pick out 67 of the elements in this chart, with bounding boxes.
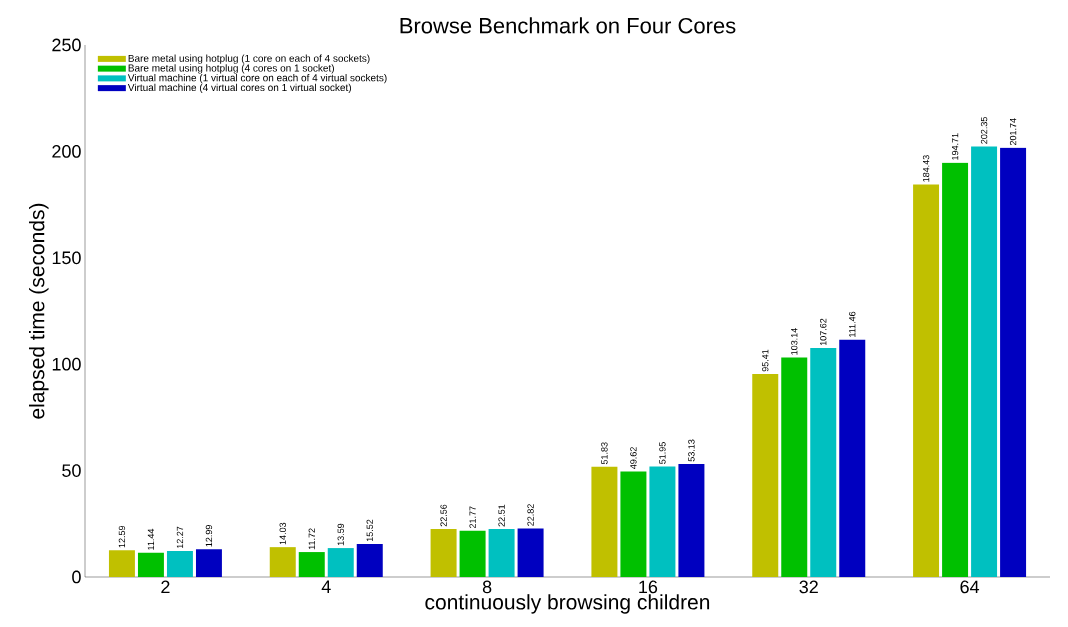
x-tick-label: 8 [482, 580, 492, 594]
legend-label: Virtual machine (4 virtual cores on 1 virtual socket) [127, 83, 351, 94]
x-tick-label: 16 [639, 580, 658, 594]
data-label: 12.59 [118, 525, 126, 548]
y-tick-label: 200 [52, 145, 81, 158]
bar [620, 471, 647, 577]
y-tick-label: 250 [52, 38, 81, 52]
data-label: 22.56 [440, 504, 447, 527]
data-label: 53.13 [688, 439, 695, 462]
bar [108, 550, 135, 577]
bar [839, 339, 866, 577]
data-label: 201.74 [1009, 118, 1017, 146]
bar [913, 184, 940, 577]
bar [942, 162, 969, 577]
y-tick-label: 100 [52, 357, 81, 371]
bar [649, 466, 676, 577]
bar [1000, 147, 1027, 577]
data-label: 107.62 [820, 318, 827, 346]
data-label: 51.83 [601, 442, 608, 465]
data-label: 12.27 [176, 526, 184, 548]
data-label: 103.14 [791, 328, 798, 355]
x-tick-label: 32 [799, 580, 818, 594]
data-label: 22.51 [498, 504, 505, 527]
y-tick-label: 50 [62, 464, 81, 477]
bar [269, 547, 296, 577]
bar [195, 549, 222, 577]
bar [430, 528, 457, 577]
legend-label: Bare metal using hotplug (4 cores on 1 socket) [128, 64, 334, 74]
y-axis-title: elapsed time (seconds) [29, 203, 49, 419]
data-label: 13.59 [337, 523, 344, 546]
data-label: 202.35 [980, 117, 988, 144]
x-axis-title: continuously browsing children [425, 594, 710, 614]
bar [781, 357, 808, 577]
data-label: 111.46 [849, 311, 856, 337]
data-label: 12.99 [205, 525, 213, 547]
bar [591, 466, 618, 577]
chart-title: Browse Benchmark on Four Cores [400, 17, 736, 34]
data-label: 95.41 [762, 349, 769, 372]
data-label: 11.72 [308, 528, 315, 550]
data-label: 21.77 [469, 506, 476, 529]
x-tick-label: 2 [161, 580, 170, 594]
bar [971, 146, 998, 577]
x-tick-label: 4 [321, 580, 331, 593]
bar [356, 543, 383, 577]
x-tick-label: 64 [960, 580, 980, 594]
bar [517, 528, 544, 577]
bar [327, 548, 354, 577]
bar [678, 463, 705, 577]
data-label: 14.03 [279, 522, 286, 545]
data-label: 49.62 [630, 447, 637, 469]
data-label: 22.82 [527, 504, 534, 526]
bar [459, 530, 486, 577]
bar [137, 552, 164, 577]
legend-label: Bare metal using hotplug (1 core on each of 4 sockets) [128, 54, 370, 64]
data-label: 194.71 [951, 133, 959, 160]
y-tick-label: 150 [52, 251, 81, 265]
bar [752, 373, 779, 577]
bar [810, 347, 837, 577]
y-tick-label: 0 [72, 570, 81, 584]
bar [298, 552, 325, 577]
data-label: 51.95 [659, 442, 666, 464]
data-label: 11.44 [147, 528, 155, 550]
legend-label: Virtual machine (1 virtual core on each of 4 virtual sockets) [127, 74, 387, 84]
bar [488, 529, 515, 577]
data-label: 15.52 [366, 519, 373, 542]
data-label: 184.43 [922, 155, 930, 182]
bar [166, 550, 193, 577]
